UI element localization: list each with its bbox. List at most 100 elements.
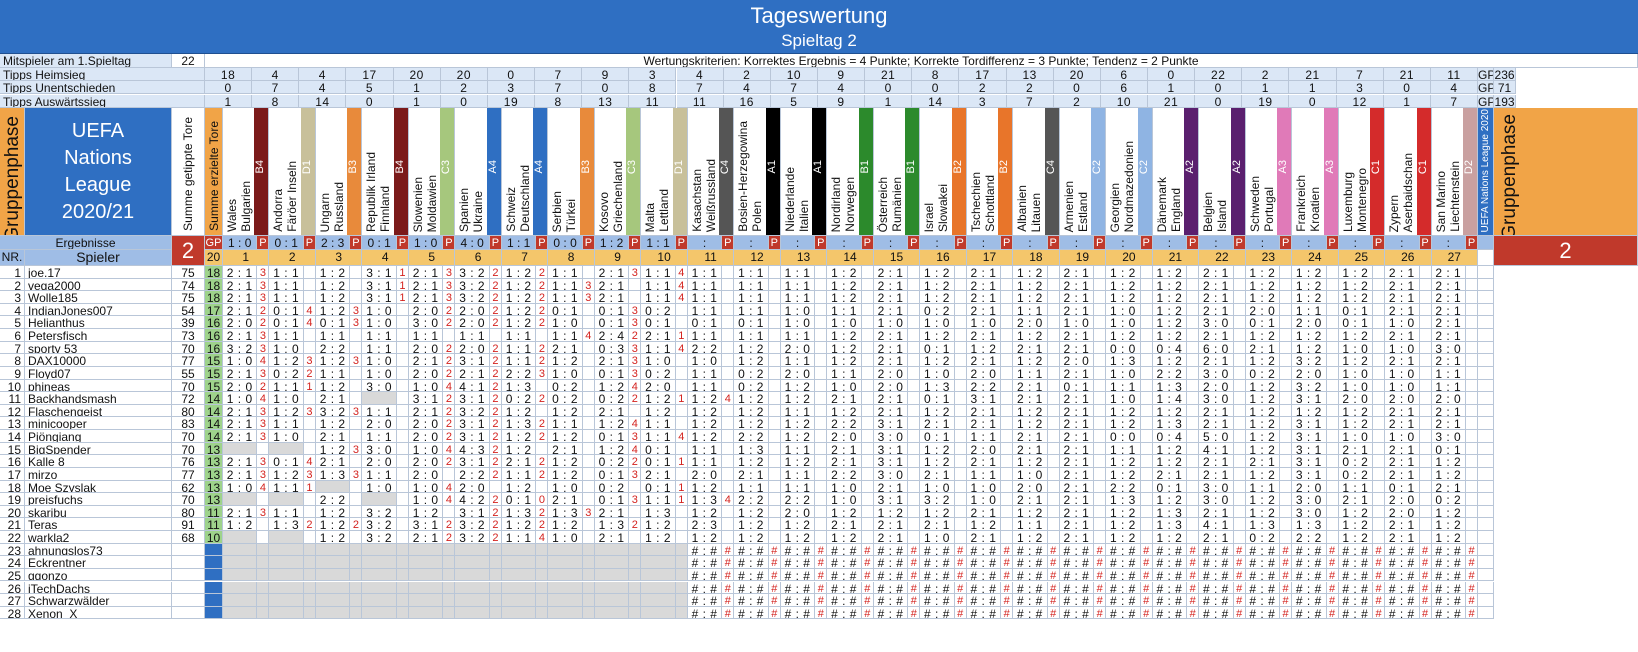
player-tip[interactable]: 1 : 3 [1152,505,1188,519]
player-tip[interactable] [223,442,258,456]
player-tip[interactable]: 2 : 0 [1338,392,1374,405]
player-tip[interactable]: 1 : 2 [1245,354,1281,367]
player-tip[interactable] [362,606,397,620]
player-tip[interactable]: 3 : 2 [455,404,490,418]
player-tip[interactable]: 2 : 0 [966,366,1002,380]
player-tip[interactable]: 2 : 1 [1199,354,1234,367]
player-tip[interactable]: 1 : 2 [1106,329,1141,342]
player-tip[interactable]: 1 : 2 [315,505,351,519]
player-name[interactable]: Backhandsmash [25,392,172,405]
player-tip[interactable]: 2 : 0 [780,505,816,519]
player-tip[interactable]: 1 : 1 [362,404,397,418]
player-tip[interactable]: 0 : 2 [641,303,676,317]
player-tip[interactable]: 1 : 2 [1013,329,1048,342]
player-tip[interactable]: 2 : 0 [455,480,490,494]
player-tip[interactable]: 2 : 1 [594,505,630,519]
player-tip[interactable]: 2 : 1 [966,505,1002,519]
player-tip[interactable]: 2 : 0 [362,417,397,431]
player-tip[interactable]: 0 : 1 [920,430,955,443]
player-tip[interactable]: 2 : 1 [548,493,583,506]
player-tip[interactable] [455,581,490,595]
player-tip[interactable]: 1 : 2 [920,455,955,468]
player-tip[interactable]: 1 : 3 [501,505,537,519]
player-tip[interactable] [408,568,444,582]
player-tip[interactable]: 0 : 1 [1385,480,1420,494]
player-tip[interactable]: 2 : 1 [873,291,909,304]
player-tip[interactable]: 1 : 2 [594,417,630,431]
player-tip[interactable]: 1 : 2 [920,404,955,418]
player-tip[interactable]: 0 : 1 [594,467,630,481]
player-tip[interactable]: 1 : 1 [687,278,723,292]
player-tip[interactable]: 1 : 2 [920,278,955,292]
player-tip[interactable]: # : # [920,606,955,620]
player-tip[interactable]: 0 : 1 [269,303,304,317]
player-tip[interactable]: 1 : 2 [780,392,816,405]
player-tip[interactable] [223,556,258,569]
player-tip[interactable] [315,594,351,607]
player-tip[interactable]: 1 : 2 [966,341,1002,355]
player-tip[interactable]: 0 : 1 [315,316,351,330]
player-tip[interactable]: 1 : 1 [734,291,769,304]
player-tip[interactable]: 1 : 1 [734,480,769,494]
player-tip[interactable]: 3 : 2 [362,518,397,531]
player-tip[interactable]: 1 : 0 [362,354,397,367]
player-tip[interactable] [269,568,304,582]
player-tip[interactable]: # : # [1385,543,1420,557]
player-tip[interactable]: 2 : 0 [362,455,397,468]
player-tip[interactable]: 3 : 2 [455,518,490,531]
player-tip[interactable]: 0 : 2 [1431,493,1467,506]
player-tip[interactable]: 1 : 2 [1013,505,1048,519]
player-tip[interactable]: 3 : 2 [455,531,490,544]
player-tip[interactable]: 1 : 2 [1292,278,1327,292]
player-tip[interactable]: 1 : 2 [1013,291,1048,304]
player-tip[interactable]: 1 : 2 [920,291,955,304]
player-tip[interactable]: 1 : 0 [1385,366,1420,380]
player-tip[interactable]: 2 : 2 [1292,531,1327,544]
player-tip[interactable]: 1 : 2 [920,354,955,367]
player-tip[interactable]: 3 : 0 [362,379,397,393]
player-tip[interactable]: 0 : 2 [548,379,583,393]
player-tip[interactable]: 1 : 1 [548,329,583,342]
player-tip[interactable]: 2 : 1 [1059,341,1095,355]
player-tip[interactable]: # : # [1292,568,1327,582]
player-tip[interactable]: 1 : 2 [641,392,676,405]
player-tip[interactable]: # : # [1059,556,1095,569]
player-tip[interactable]: 2 : 1 [1059,278,1095,292]
player-tip[interactable]: 2 : 1 [223,366,258,380]
player-tip[interactable]: 2 : 1 [966,329,1002,342]
player-tip[interactable]: 2 : 1 [594,266,630,279]
player-tip[interactable]: 1 : 0 [362,316,397,330]
player-tip[interactable]: 3 : 1 [1292,442,1327,456]
player-tip[interactable]: # : # [1106,581,1141,595]
player-tip[interactable]: 1 : 1 [641,493,676,506]
player-tip[interactable]: 2 : 1 [1199,467,1234,481]
player-tip[interactable]: 1 : 2 [1292,329,1327,342]
player-tip[interactable]: # : # [1013,581,1048,595]
player-tip[interactable]: 2 : 2 [734,493,769,506]
player-tip[interactable]: 2 : 0 [1013,480,1048,494]
player-tip[interactable]: 2 : 1 [873,278,909,292]
player-tip[interactable]: 1 : 1 [548,291,583,304]
player-tip[interactable]: 1 : 1 [1338,480,1374,494]
player-tip[interactable]: 2 : 1 [594,354,630,367]
player-tip[interactable]: 1 : 2 [1152,278,1188,292]
player-tip[interactable]: 1 : 1 [641,417,676,431]
player-tip[interactable]: 3 : 0 [1292,493,1327,506]
player-tip[interactable]: 2 : 0 [873,366,909,380]
player-tip[interactable]: 1 : 0 [966,316,1002,330]
player-tip[interactable]: 2 : 1 [1385,404,1420,418]
player-tip[interactable]: 2 : 1 [1245,341,1281,355]
player-tip[interactable]: 2 : 0 [1199,379,1234,393]
player-tip[interactable]: 1 : 2 [594,379,630,393]
player-tip[interactable]: 2 : 1 [873,392,909,405]
player-tip[interactable] [315,568,351,582]
player-tip[interactable]: 2 : 1 [873,531,909,544]
player-tip[interactable]: 2 : 0 [455,303,490,317]
player-tip[interactable]: 0 : 4 [1152,341,1188,355]
player-tip[interactable]: 1 : 0 [1338,430,1374,443]
player-tip[interactable] [548,581,583,595]
player-tip[interactable]: 2 : 1 [1199,303,1234,317]
player-tip[interactable]: 1 : 1 [501,354,537,367]
player-tip[interactable]: 1 : 1 [269,291,304,304]
player-tip[interactable]: 1 : 2 [1338,518,1374,531]
